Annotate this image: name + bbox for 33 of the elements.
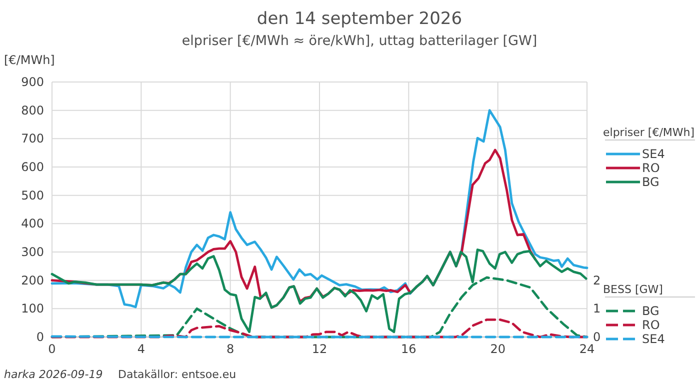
text: Datakällor: entsoe.eu bbox=[118, 368, 236, 381]
x-tick-label: 8 bbox=[226, 342, 234, 356]
legend-title: elpriser [€/MWh] bbox=[603, 126, 695, 139]
y-tick-label: 200 bbox=[21, 273, 44, 288]
y2-tick-label: 0 bbox=[593, 330, 601, 344]
chart-subtitle: elpriser [€/MWh ≈ öre/kWh], uttag batterilager [GW] bbox=[182, 33, 538, 49]
text: harka 2026-09-19 bbox=[4, 368, 103, 381]
y-tick-label: 700 bbox=[21, 132, 44, 146]
x-tick-label: 20 bbox=[490, 342, 506, 356]
y-tick-label: 100 bbox=[21, 302, 44, 316]
y-tick-label: 300 bbox=[21, 245, 44, 259]
x-tick-label: 4 bbox=[137, 342, 145, 356]
y-axis-title: [€/MWh] bbox=[4, 53, 55, 67]
legend-label: RO bbox=[642, 318, 660, 332]
x-tick-label: 24 bbox=[579, 342, 595, 356]
legend-label: RO bbox=[642, 161, 660, 175]
legend-label: BG bbox=[642, 304, 660, 318]
chart-title: den 14 september 2026 bbox=[256, 9, 462, 29]
y-tick-label: 800 bbox=[21, 103, 44, 118]
y2-axis-title: BESS [GW] bbox=[603, 283, 663, 296]
y-tick-label: 0 bbox=[36, 330, 44, 344]
legend-label: SE4 bbox=[642, 147, 665, 161]
legend-label: SE4 bbox=[642, 332, 665, 346]
x-tick-label: 16 bbox=[401, 342, 416, 356]
y2-tick-label: 1 bbox=[593, 302, 601, 316]
x-tick-label: 12 bbox=[312, 342, 328, 356]
y2-tick-label: 2 bbox=[593, 273, 601, 288]
y-tick-label: 900 bbox=[21, 75, 44, 89]
legend-label: BG bbox=[642, 175, 660, 189]
y-tick-label: 500 bbox=[21, 188, 44, 202]
x-tick-label: 0 bbox=[48, 342, 56, 356]
y-tick-label: 600 bbox=[21, 160, 44, 174]
y-tick-label: 400 bbox=[21, 216, 44, 231]
